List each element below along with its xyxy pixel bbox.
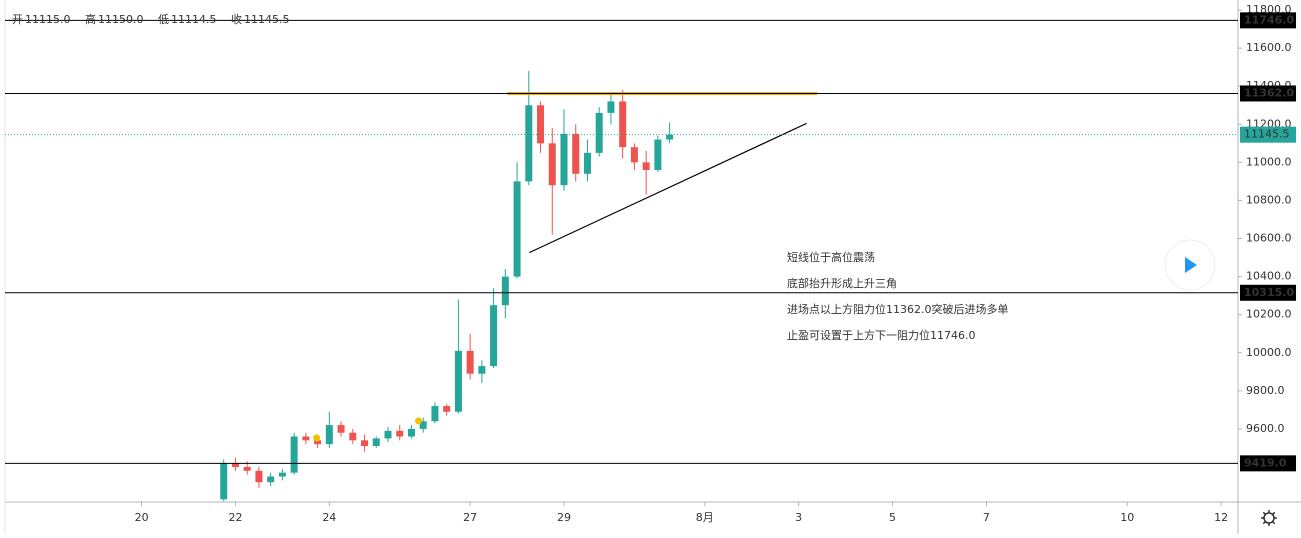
candle-body (642, 162, 650, 170)
candle-body (267, 476, 275, 483)
level-label-bg (1240, 455, 1296, 472)
candle-body (302, 436, 310, 441)
x-tick-label: 7 (983, 511, 990, 524)
candle-body (243, 466, 251, 471)
y-tick-label: 10600.0 (1246, 232, 1292, 245)
candle-body (407, 428, 415, 437)
y-tick-label: 10000.0 (1246, 346, 1292, 359)
candle-body (314, 440, 322, 445)
candle-body (384, 430, 392, 439)
candle-body (361, 440, 369, 447)
annotation: 短线位于高位震荡 (787, 250, 875, 264)
candle-body (513, 181, 521, 277)
y-tick-label: 10800.0 (1246, 193, 1292, 206)
plot-area (220, 71, 817, 502)
level-label-bg (1240, 85, 1296, 102)
level-label: 10315.0 (1244, 286, 1294, 299)
candle-body (220, 463, 228, 500)
candle-body (431, 406, 439, 422)
candle-body (666, 134, 674, 140)
candle-body (560, 133, 568, 186)
x-tick-label: 8月 (696, 511, 714, 524)
candle-body (548, 143, 556, 186)
x-tick-label: 10 (1120, 511, 1134, 524)
y-tick-label: 10200.0 (1246, 308, 1292, 321)
candle-body (619, 101, 627, 148)
ohlc-value: 11145.5 (244, 13, 290, 26)
ohlc-key: 低 (158, 13, 169, 26)
x-tick-label: 3 (795, 511, 802, 524)
settings-icon[interactable] (1261, 510, 1277, 526)
y-tick-label: 11000.0 (1246, 155, 1292, 168)
ohlc-value: 11114.5 (171, 13, 217, 26)
candle-body (501, 276, 509, 306)
level-label: 11746.0 (1244, 13, 1294, 26)
y-tick-label: 9600.0 (1246, 422, 1285, 435)
candle-body (290, 436, 298, 473)
y-tick-label: 11600.0 (1246, 41, 1292, 54)
ohlc-key: 开 (12, 13, 23, 26)
annotation: 进场点以上方阻力位11362.0突破后进场多单 (787, 302, 1009, 316)
candle-body (231, 463, 239, 467)
annotation: 止盈可设置于上方下一阻力位11746.0 (787, 328, 976, 342)
candle-body (466, 350, 474, 374)
candle-body (396, 430, 404, 437)
candle-body (478, 366, 486, 374)
marker-dot (313, 434, 321, 442)
candle-body (525, 105, 533, 182)
candle-body (583, 152, 591, 174)
ohlc-key: 高 (85, 12, 96, 26)
gear-teeth[interactable] (1261, 510, 1277, 526)
last-price-label-bg (1240, 126, 1296, 143)
last-price-label: 11145.5 (1244, 128, 1290, 141)
ohlc-key: 收 (231, 12, 242, 26)
trend-line (529, 122, 807, 254)
level-label-bg (1240, 12, 1296, 29)
y-tick-label: 10400.0 (1246, 270, 1292, 283)
candle-body (490, 305, 498, 367)
candle-body (278, 472, 286, 477)
x-tick-label: 12 (1214, 511, 1228, 524)
candle-body (325, 425, 333, 445)
play-button[interactable] (1164, 239, 1216, 291)
candle-body (372, 438, 380, 447)
level-label: 11362.0 (1244, 86, 1294, 99)
x-tick-label: 27 (463, 511, 477, 524)
x-tick-label: 24 (322, 511, 336, 524)
level-label: 9419.0 (1244, 456, 1287, 469)
candle-body (607, 101, 615, 113)
x-tick-label: 29 (557, 511, 571, 524)
x-tick-label: 5 (889, 511, 896, 524)
candle-body (595, 112, 603, 153)
candle-body (572, 133, 580, 174)
ohlc-value: 11150.0 (98, 13, 144, 26)
candle-body (443, 406, 451, 412)
candle-body (537, 105, 545, 144)
candle-body (654, 139, 662, 170)
level-label-bg (1240, 284, 1296, 301)
x-tick-label: 22 (228, 511, 242, 524)
y-tick-label: 9800.0 (1246, 384, 1285, 397)
candle-body (454, 350, 462, 412)
candle-body (630, 147, 638, 163)
x-tick-label: 20 (135, 511, 149, 524)
candle-body (419, 421, 427, 429)
candle-body (255, 470, 263, 483)
candle-body (349, 432, 357, 441)
annotation: 底部抬升形成上升三角 (787, 276, 897, 290)
play-icon[interactable] (1185, 257, 1197, 273)
ohlc-value: 11115.0 (25, 13, 71, 26)
marker-dot (415, 417, 423, 425)
candle-body (337, 425, 345, 433)
